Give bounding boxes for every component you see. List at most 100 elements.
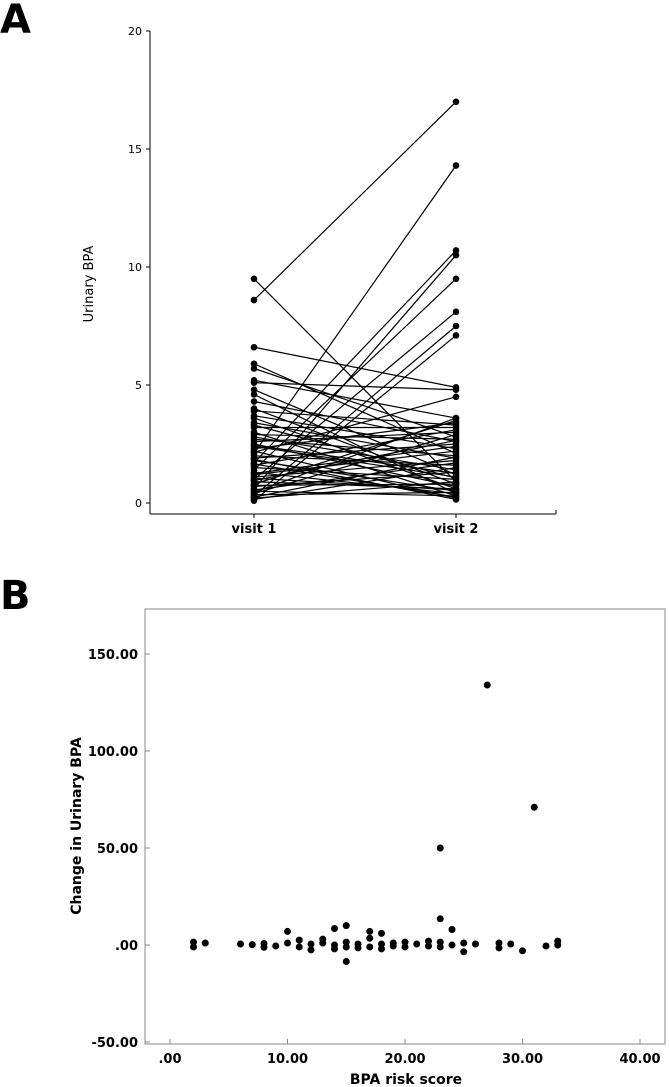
panel-a-point-visit2	[452, 464, 460, 471]
panel-a-point-visit2	[452, 443, 460, 450]
panel-b-point	[495, 944, 503, 952]
panel-b-point	[378, 945, 385, 953]
panel-a-point-visit1	[250, 391, 258, 398]
panel-b-point	[483, 681, 491, 689]
panel-a-series-line	[253, 439, 457, 482]
panel-b-point	[237, 940, 244, 948]
panel-a-point-visit1	[250, 493, 258, 501]
panel-a-series-line	[253, 396, 457, 453]
panel-a-series-line	[253, 346, 457, 388]
panel-b-axes: -50.00 .00 50.00 100.00 150.00 .00 10.00 20.00 3…	[88, 648, 661, 1067]
panel-a-y-tick-label: 5	[135, 379, 142, 392]
panel-b-points	[190, 681, 562, 965]
panel-b-x-tick-label: .00	[158, 1052, 181, 1067]
panel-a-point-visit2	[452, 251, 460, 259]
panel-b-x-tick-label: 30.00	[502, 1052, 543, 1067]
panel-a-point-visit2	[452, 162, 460, 169]
panel-a-point-visit2	[452, 459, 460, 467]
panel-a-x-tick-label: visit 2	[434, 522, 479, 537]
panel-a-series-line	[253, 400, 457, 443]
panel-b-point	[507, 940, 515, 948]
panel-a-series-line	[253, 334, 457, 502]
panel-b-y-tick-label: -50.00	[91, 1036, 138, 1051]
panel-a-series-line	[253, 431, 457, 443]
panel-a-point-visit2	[452, 386, 460, 394]
panel-a-point-visit2	[452, 247, 460, 254]
panel-b-letter: B	[0, 573, 31, 619]
panel-b-point	[378, 929, 385, 937]
panel-b-y-axis-label: Change in Urinary BPA	[69, 737, 85, 915]
panel-b-plot-frame	[144, 608, 666, 1045]
panel-a-point-visit2	[452, 447, 460, 455]
panel-a-point-visit1	[250, 343, 258, 351]
panel-a-point-visit2	[452, 275, 460, 283]
panel-a-series-line	[253, 311, 457, 480]
panel-b-point	[190, 943, 197, 951]
panel-a-series-line	[253, 165, 457, 454]
panel-a-series-line	[253, 456, 457, 498]
panel-a-x-tick-label: visit 1	[232, 522, 277, 537]
panel-a-point-visit1	[250, 435, 258, 443]
panel-a-series-line	[253, 463, 457, 498]
panel-b-point	[554, 941, 562, 949]
panel-b-x-tick-label: 20.00	[384, 1052, 425, 1067]
panel-a-series-line	[253, 444, 457, 475]
panel-b-point	[425, 942, 432, 950]
panel-b-point	[284, 927, 291, 935]
panel-b-point	[436, 938, 444, 946]
panel-b-point	[448, 925, 456, 933]
panel-a-point-visit2	[452, 437, 460, 444]
panel-a-y-tick-label: 10	[128, 261, 142, 274]
panel-a-series-line	[253, 379, 457, 419]
panel-b-point	[342, 957, 350, 965]
panel-b-point	[436, 915, 444, 923]
panel-b-point	[472, 940, 479, 948]
panel-a-series-line	[253, 422, 457, 459]
panel-a-point-visit2	[452, 393, 460, 401]
panel-a-axes: 0 5 10 15 20 visit 1 visit 2	[128, 25, 557, 537]
panel-a-point-visit1	[250, 386, 258, 394]
panel-b-point	[342, 922, 350, 930]
panel-b-y-tick-label: 50.00	[97, 842, 138, 857]
panel-b-point	[436, 844, 444, 852]
panel-a-point-visit2	[452, 486, 460, 494]
panel-b-point	[401, 938, 409, 946]
panel-a-point-visit1	[250, 474, 258, 482]
panel-a-point-visit1	[250, 414, 258, 422]
panel-b-point	[542, 942, 550, 950]
panel-a-series-line	[253, 433, 457, 495]
panel-a-point-visit2	[452, 493, 460, 501]
panel-a-series-line	[253, 438, 457, 457]
panel-a-points	[250, 98, 460, 504]
panel-b-point	[448, 941, 456, 949]
panel-a-point-visit2	[452, 98, 460, 106]
panel-b-point	[530, 803, 538, 811]
panel-a-series-line	[253, 367, 457, 438]
panel-b-y-tick-label: 100.00	[88, 745, 138, 760]
panel-b-point	[519, 947, 526, 955]
panel-b-point	[436, 943, 444, 951]
panel-b-y-tick-label: 150.00	[88, 648, 138, 663]
panel-b-point	[342, 938, 350, 946]
panel-a-series-line	[253, 450, 457, 476]
panel-b-point	[366, 943, 374, 951]
panel-b-point	[495, 939, 503, 947]
panel-b-point	[201, 939, 209, 947]
panel-a-point-visit2	[452, 453, 460, 461]
panel-a-letter: A	[0, 0, 31, 43]
panel-a-point-visit2	[452, 474, 460, 482]
panel-a-y-tick-label: 0	[135, 497, 142, 510]
panel-a-point-visit2	[452, 332, 460, 339]
panel-b-point	[319, 935, 327, 943]
panel-a-point-visit1	[250, 460, 258, 468]
panel-b-x-tick-label: 40.00	[619, 1052, 660, 1067]
panel-a-y-axis-label: Urinary BPA	[82, 246, 97, 323]
panel-a-series-line	[253, 382, 457, 391]
panel-b-point	[284, 939, 291, 947]
panel-b-point	[366, 934, 374, 942]
panel-a-point-visit1	[250, 456, 258, 463]
panel-b-point	[401, 943, 409, 951]
panel-a-point-visit1	[250, 489, 258, 496]
panel-a-point-visit1	[250, 441, 258, 449]
panel-a-series-line	[253, 422, 457, 450]
